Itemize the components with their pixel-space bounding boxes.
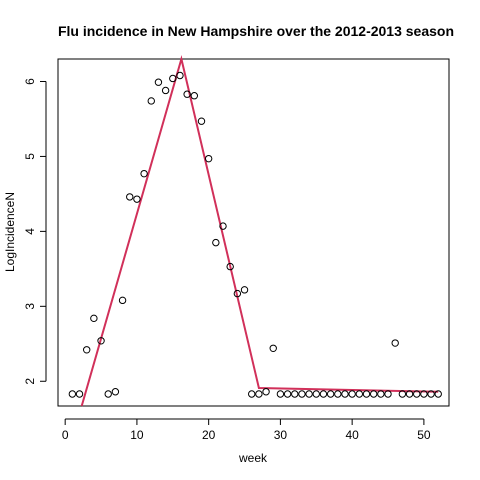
chart-title: Flu incidence in New Hampshire over the … bbox=[58, 23, 454, 39]
data-point bbox=[240, 286, 249, 294]
y-tick-label: 4 bbox=[23, 228, 37, 235]
data-point bbox=[427, 390, 435, 398]
data-point bbox=[111, 388, 120, 396]
data-point bbox=[233, 289, 242, 298]
data-point bbox=[434, 390, 442, 398]
y-tick-label: 2 bbox=[23, 378, 37, 385]
x-tick-label: 50 bbox=[417, 428, 431, 442]
data-point bbox=[319, 390, 328, 398]
x-tick-label: 40 bbox=[345, 428, 359, 442]
data-point bbox=[90, 314, 98, 323]
x-tick-label: 30 bbox=[274, 428, 288, 442]
x-axis-label: week bbox=[238, 451, 268, 465]
data-point bbox=[176, 71, 184, 80]
data-point bbox=[133, 195, 141, 203]
y-tick-label: 3 bbox=[23, 303, 37, 310]
x-tick-label: 10 bbox=[130, 428, 144, 442]
data-point bbox=[362, 390, 371, 398]
y-tick-label: 6 bbox=[23, 78, 37, 85]
x-tick-label: 0 bbox=[62, 428, 69, 442]
data-point bbox=[291, 390, 299, 398]
data-point bbox=[348, 390, 356, 398]
fit-line-group bbox=[80, 55, 439, 407]
data-point bbox=[276, 390, 285, 398]
data-point bbox=[298, 390, 306, 398]
data-point bbox=[82, 346, 91, 354]
data-point bbox=[126, 193, 134, 201]
data-point bbox=[154, 78, 163, 86]
data-point bbox=[104, 390, 112, 398]
data-point bbox=[197, 117, 206, 125]
data-point bbox=[369, 390, 378, 398]
data-point bbox=[405, 390, 414, 398]
data-point bbox=[212, 238, 220, 247]
data-point bbox=[75, 390, 84, 398]
data-point bbox=[226, 262, 234, 271]
data-point bbox=[341, 390, 349, 398]
data-point bbox=[190, 92, 199, 100]
data-point bbox=[334, 390, 342, 398]
x-tick-label: 20 bbox=[202, 428, 216, 442]
data-point bbox=[312, 390, 320, 398]
x-axis: 0 10 20 30 40 50 bbox=[62, 418, 431, 442]
data-point bbox=[398, 390, 407, 398]
data-point bbox=[68, 390, 77, 398]
data-point bbox=[140, 169, 148, 178]
y-axis: 2 3 4 5 6 bbox=[23, 78, 47, 385]
data-point bbox=[413, 390, 421, 398]
data-point bbox=[326, 390, 335, 398]
data-points bbox=[68, 71, 442, 398]
y-tick-label: 5 bbox=[23, 153, 37, 160]
data-point bbox=[219, 222, 227, 230]
data-point bbox=[377, 390, 385, 398]
data-point bbox=[269, 344, 277, 352]
y-axis-label: LogIncidenceN bbox=[3, 192, 17, 272]
data-point bbox=[97, 337, 105, 345]
data-point bbox=[283, 390, 292, 398]
data-point bbox=[204, 154, 213, 163]
plot-frame bbox=[57, 58, 450, 407]
data-point bbox=[391, 339, 399, 347]
data-point bbox=[248, 390, 256, 398]
data-point bbox=[169, 74, 177, 83]
data-point bbox=[384, 390, 392, 398]
data-point bbox=[420, 390, 428, 398]
data-point bbox=[255, 390, 263, 398]
data-point bbox=[118, 296, 127, 305]
data-point bbox=[305, 390, 313, 398]
fit-line bbox=[80, 55, 439, 407]
data-point bbox=[161, 86, 170, 95]
data-point bbox=[262, 388, 270, 396]
data-point bbox=[147, 97, 155, 105]
data-point bbox=[183, 90, 191, 98]
data-point bbox=[355, 390, 364, 398]
